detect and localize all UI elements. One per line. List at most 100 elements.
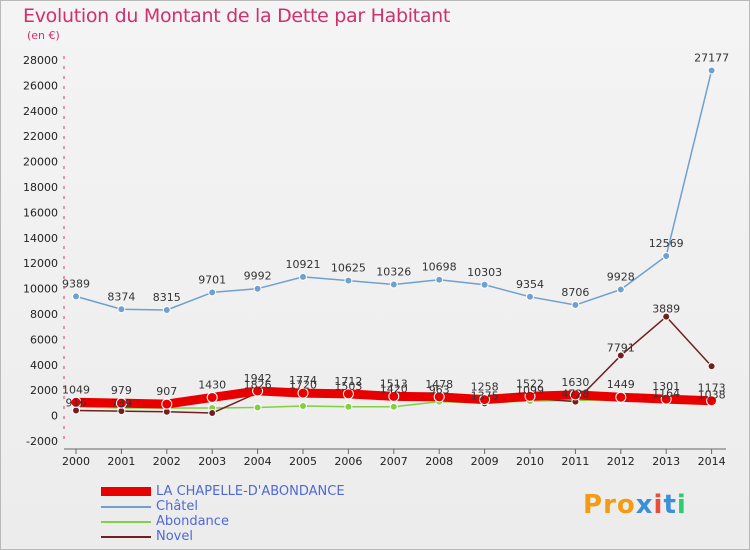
legend-label-chatel: Châtel	[156, 499, 198, 514]
logo-letter: o	[616, 490, 636, 520]
y-tick-label: 28000	[23, 54, 58, 67]
y-tick-label: 2000	[30, 384, 58, 397]
logo-letter: P	[583, 490, 604, 520]
series-point-1	[662, 251, 671, 260]
data-label: 10921	[286, 258, 321, 271]
data-label: 10326	[376, 265, 411, 278]
series-point-0	[252, 385, 264, 397]
data-label: 907	[156, 385, 177, 398]
x-tick-label: 2004	[244, 455, 272, 468]
x-tick-label: 2002	[153, 455, 181, 468]
y-tick-label: 10000	[23, 283, 58, 296]
data-label: 9928	[607, 271, 635, 284]
x-tick-label: 2011	[561, 455, 589, 468]
data-label: 1173	[698, 382, 726, 395]
series-point-1	[616, 285, 625, 294]
data-label: 1430	[198, 378, 226, 391]
series-point-3	[707, 362, 716, 371]
series-point-0	[342, 388, 354, 400]
logo-letter: t	[663, 490, 677, 520]
y-tick-label: 26000	[23, 79, 58, 92]
x-tick-label: 2000	[62, 455, 90, 468]
logo-letter: i	[676, 490, 687, 520]
proxiti-logo: Proxiti	[583, 490, 687, 520]
data-label: 9354	[516, 278, 544, 291]
series-point-3	[662, 312, 671, 321]
series-point-2	[344, 402, 353, 411]
data-label: 979	[111, 384, 132, 397]
data-label: 1449	[607, 378, 635, 391]
x-tick-label: 2009	[471, 455, 499, 468]
y-tick-label: 18000	[23, 181, 58, 194]
y-tick-label: -2000	[26, 435, 58, 448]
legend-swatch-chatel	[101, 506, 151, 508]
data-label: 1301	[652, 380, 680, 393]
series-point-1	[344, 276, 353, 285]
data-label: 1942	[244, 372, 272, 385]
series-point-1	[480, 280, 489, 289]
data-label: 739	[111, 397, 132, 410]
data-label: 12569	[649, 237, 684, 250]
data-label: 3889	[652, 303, 680, 316]
series-point-0	[115, 397, 127, 409]
x-tick-label: 2012	[607, 455, 635, 468]
data-label: 1774	[289, 374, 317, 387]
data-label: 10625	[331, 262, 366, 275]
data-label: 1099	[516, 384, 544, 397]
x-tick-label: 2001	[107, 455, 135, 468]
series-point-2	[299, 401, 307, 410]
data-label: 10698	[422, 261, 457, 274]
y-tick-label: 22000	[23, 130, 58, 143]
x-tick-label: 2006	[334, 455, 362, 468]
series-point-0	[479, 394, 491, 406]
series-point-1	[208, 288, 217, 297]
data-label: 4728	[561, 388, 589, 401]
series-point-0	[433, 391, 445, 403]
data-label: 1375	[471, 389, 499, 402]
data-label: 1712	[334, 375, 362, 388]
y-tick-label: 24000	[23, 105, 58, 118]
series-point-2	[253, 403, 262, 412]
y-tick-label: 4000	[30, 359, 58, 372]
series-point-1	[526, 292, 534, 301]
data-label: 1478	[425, 378, 453, 391]
series-point-1	[253, 284, 262, 293]
series-point-0	[615, 391, 627, 403]
series-point-0	[70, 396, 82, 408]
series-point-3	[616, 351, 625, 360]
y-tick-label: 20000	[23, 156, 58, 169]
legend-swatch-la-chapelle	[101, 487, 151, 496]
legend-label-abondance: Abondance	[156, 514, 229, 529]
x-tick-label: 2008	[425, 455, 453, 468]
data-label: 1513	[380, 377, 408, 390]
data-label: 10303	[467, 266, 502, 279]
logo-letter: x	[635, 490, 654, 520]
data-label: 27177	[694, 51, 729, 64]
series-point-3	[208, 409, 217, 418]
legend-label-novel: Novel	[156, 529, 193, 544]
series-point-1	[72, 292, 80, 301]
data-label: 8315	[153, 291, 181, 304]
series-point-0	[569, 389, 581, 401]
series-point-1	[435, 275, 444, 284]
legend-swatch-abondance	[101, 521, 151, 523]
data-label: 1420	[380, 383, 408, 396]
data-label: 1522	[516, 377, 544, 390]
data-label: 7791	[607, 342, 635, 355]
x-tick-label: 2014	[698, 455, 726, 468]
x-tick-label: 2013	[652, 455, 680, 468]
legend-swatch-novel	[101, 536, 151, 538]
series-point-1	[707, 66, 716, 75]
x-tick-label: 2005	[289, 455, 317, 468]
data-label: 9701	[198, 273, 226, 286]
legend-label-la-chapelle: LA CHAPELLE-D'ABONDANCE	[156, 484, 345, 499]
x-tick-label: 2007	[380, 455, 408, 468]
x-tick-label: 2010	[516, 455, 544, 468]
series-point-1	[389, 280, 398, 289]
series-point-2	[389, 402, 398, 411]
chart-subtitle: (en €)	[27, 29, 60, 42]
data-label: 1826	[244, 379, 272, 392]
data-label: 9389	[62, 277, 90, 290]
data-label: 8706	[561, 286, 589, 299]
